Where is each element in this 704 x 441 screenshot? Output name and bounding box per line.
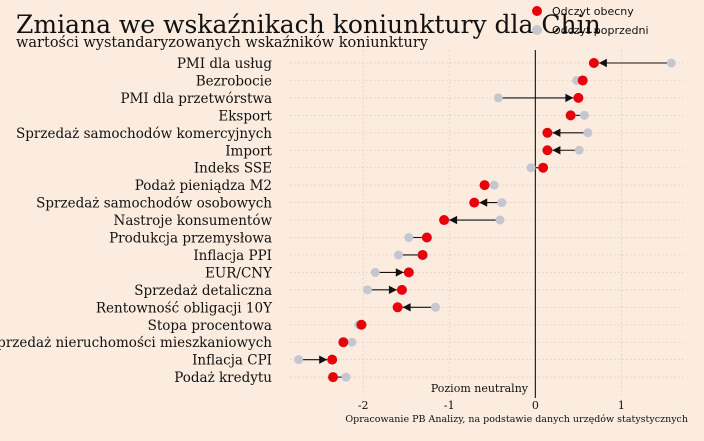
current-value-dot [588, 58, 599, 68]
x-tick-label: 0 [532, 399, 539, 412]
legend-marker-previous [532, 25, 542, 35]
category-label: Inflacja PPI [193, 248, 272, 264]
current-value-dot [327, 354, 338, 365]
previous-value-dot [362, 285, 372, 295]
previous-value-dot [574, 145, 584, 155]
arrow-head [565, 93, 574, 103]
current-value-dot [439, 215, 450, 226]
chart-marks [294, 58, 676, 383]
current-value-dot [573, 92, 584, 103]
current-value-dot [542, 145, 553, 156]
previous-value-dot [497, 198, 507, 208]
category-label: Rentowność obligacji 10Y [96, 300, 273, 316]
current-value-dot [338, 337, 349, 348]
previous-value-dot [493, 93, 503, 103]
legend: Odczyt obecny Odczyt poprzedni [532, 5, 649, 37]
x-tick-label: -1 [444, 399, 455, 412]
previous-value-dot [526, 163, 536, 173]
category-label: Sprzedaż samochodów osobowych [36, 196, 272, 212]
previous-value-dot [579, 110, 589, 120]
current-value-dot [356, 319, 367, 330]
category-label: Sprzedaż nieruchomości mieszkaniowych [0, 335, 272, 351]
previous-value-dot [341, 372, 351, 382]
previous-value-dot [347, 337, 357, 347]
category-label: PMI dla przetwórstwa [120, 91, 272, 107]
previous-value-dot [370, 267, 380, 277]
arrow-head [388, 285, 397, 295]
category-label: Nastroje konsumentów [114, 213, 273, 229]
previous-value-dot [495, 215, 505, 225]
arrow-head [402, 303, 411, 312]
previous-value-dot [489, 180, 499, 190]
current-value-dot [417, 249, 428, 260]
grid [290, 50, 686, 398]
category-label: Indeks SSE [194, 161, 272, 177]
arrow-head [319, 355, 328, 364]
category-label: EUR/CNY [205, 265, 273, 281]
source-note: Opracowanie PB Analizy, na podstawie dan… [345, 414, 688, 425]
current-value-dot [328, 372, 339, 383]
current-value-dot [392, 302, 403, 313]
current-value-dot [403, 267, 414, 278]
category-label: Eksport [218, 108, 272, 124]
arrow-head [395, 268, 404, 277]
neutral-level-label: Poziom neutralny [431, 382, 529, 395]
chart-subtitle: wartości wystandaryzowanych wskaźników k… [16, 35, 429, 51]
x-tick-label: 1 [618, 399, 625, 412]
legend-label-current: Odczyt obecny [552, 5, 634, 18]
x-axis-ticks: -2 -1 0 1 [358, 399, 625, 412]
previous-value-dot [666, 58, 676, 68]
legend-label-previous: Odczyt poprzedni [552, 24, 649, 37]
arrow-head [552, 128, 561, 137]
current-value-dot [469, 197, 480, 208]
category-label: Stopa procentowa [148, 318, 272, 334]
current-value-dot [542, 127, 553, 138]
current-value-dot [421, 232, 432, 243]
arrow-head [552, 146, 561, 155]
current-value-dot [396, 284, 407, 295]
x-tick-label: -2 [358, 399, 369, 412]
current-value-dot [577, 75, 588, 86]
previous-value-dot [294, 355, 304, 365]
arrow-head [449, 215, 458, 225]
chart-title: Zmiana we wskaźnikach koniunktury dla Ch… [16, 10, 601, 39]
category-label: Podaż pieniądza M2 [135, 178, 272, 194]
category-label: Import [225, 143, 272, 159]
previous-value-dot [583, 128, 593, 138]
current-value-dot [479, 180, 490, 191]
legend-marker-current [532, 6, 542, 16]
category-label: Sprzedaż samochodów komercyjnych [16, 126, 272, 142]
arrow-head [479, 198, 488, 207]
current-value-dot [538, 162, 549, 173]
category-label: Sprzedaż detaliczna [134, 283, 272, 299]
category-label: Produkcja przemysłowa [109, 231, 272, 247]
category-label: Inflacja CPI [192, 353, 272, 369]
previous-value-dot [430, 302, 440, 312]
category-label: Bezrobocie [196, 73, 272, 89]
current-value-dot [565, 110, 576, 121]
category-label: Podaż kredytu [174, 370, 272, 386]
previous-value-dot [393, 250, 403, 260]
arrow-head [598, 58, 607, 68]
category-label: PMI dla usług [177, 56, 273, 72]
previous-value-dot [404, 233, 414, 242]
